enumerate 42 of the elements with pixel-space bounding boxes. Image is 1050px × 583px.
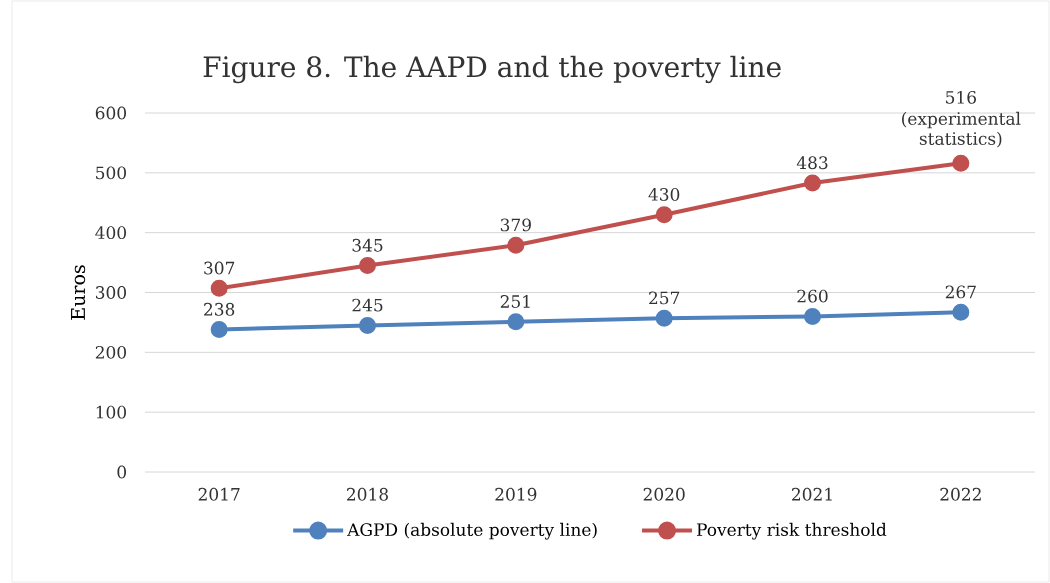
y-tick-label: 100 bbox=[96, 405, 126, 419]
point bbox=[507, 313, 525, 331]
point bbox=[804, 174, 822, 192]
y-tick-label: 400 bbox=[95, 226, 126, 240]
point bbox=[359, 316, 376, 334]
point bbox=[804, 307, 822, 325]
data-label: 238 bbox=[204, 302, 235, 316]
point bbox=[655, 206, 673, 224]
x-tick-label: 2017 bbox=[198, 487, 240, 501]
point bbox=[507, 236, 525, 254]
data-label: 257 bbox=[649, 291, 680, 305]
y-tick-label: 200 bbox=[95, 345, 126, 359]
x-tick-label: 2018 bbox=[347, 487, 388, 501]
y-tick-label: 300 bbox=[95, 286, 126, 299]
data-label: 251 bbox=[500, 295, 530, 308]
chart-title: Figure 8. The AAPD and the poverty line bbox=[203, 55, 781, 84]
x-tick-label: 2021 bbox=[792, 487, 832, 501]
data-label: 307 bbox=[204, 261, 235, 275]
point bbox=[210, 279, 228, 297]
data-label: 379 bbox=[500, 218, 531, 232]
legend-label: AGPD (absolute poverty line) bbox=[347, 522, 597, 540]
y-axis-title: Euros bbox=[71, 265, 86, 320]
data-label: 245 bbox=[352, 298, 383, 312]
x-tick-label: 2019 bbox=[495, 487, 537, 501]
point bbox=[359, 257, 376, 275]
y-tick-label: 0 bbox=[117, 465, 127, 479]
point bbox=[210, 321, 228, 339]
y-tick-label: 500 bbox=[96, 166, 126, 180]
y-tick-label: 600 bbox=[95, 106, 126, 120]
data-label: 345 bbox=[352, 238, 383, 252]
data-label: 430 bbox=[648, 187, 680, 201]
data-label: 516 bbox=[946, 90, 976, 104]
x-tick-label: 2022 bbox=[940, 487, 981, 501]
point bbox=[952, 154, 970, 172]
data-label: 267 bbox=[945, 285, 976, 299]
point bbox=[952, 303, 970, 321]
point bbox=[655, 309, 673, 327]
data-label: 483 bbox=[796, 156, 828, 170]
legend-label: Poverty risk threshold bbox=[696, 522, 887, 540]
x-tick-label: 2020 bbox=[643, 487, 685, 501]
annotation: (experimental statistics) bbox=[902, 111, 1021, 148]
data-label: 260 bbox=[797, 289, 828, 303]
